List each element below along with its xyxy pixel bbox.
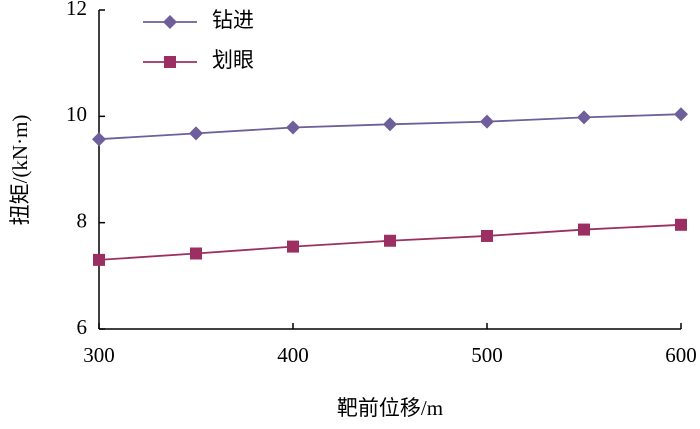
data-point	[93, 253, 105, 266]
data-point	[481, 229, 493, 242]
x-axis-label: 靶前位移/m	[337, 396, 443, 420]
y-tick-label: 12	[66, 0, 87, 20]
y-tick-label: 8	[77, 208, 88, 232]
legend-marker	[164, 56, 176, 68]
legend-label: 划眼	[212, 48, 254, 72]
x-tick-label: 300	[83, 343, 115, 367]
data-point	[577, 110, 591, 125]
x-tick-label: 500	[471, 343, 503, 367]
legend-label: 钻进	[212, 8, 254, 32]
legend-marker	[163, 15, 177, 29]
data-point	[92, 132, 106, 147]
data-point	[287, 240, 299, 253]
data-point	[578, 223, 590, 236]
data-point	[189, 126, 203, 141]
y-axis-label: 扭矩/(kN·m)	[8, 115, 32, 226]
y-tick-label: 10	[66, 102, 87, 126]
data-point	[675, 218, 687, 231]
x-tick-label: 600	[665, 343, 697, 367]
x-tick-label: 400	[277, 343, 309, 367]
data-point	[384, 234, 396, 247]
data-point	[674, 107, 688, 122]
data-point	[286, 120, 300, 135]
data-point	[480, 114, 494, 129]
data-point	[383, 117, 397, 132]
data-point	[190, 247, 202, 260]
y-tick-label: 6	[77, 315, 88, 339]
